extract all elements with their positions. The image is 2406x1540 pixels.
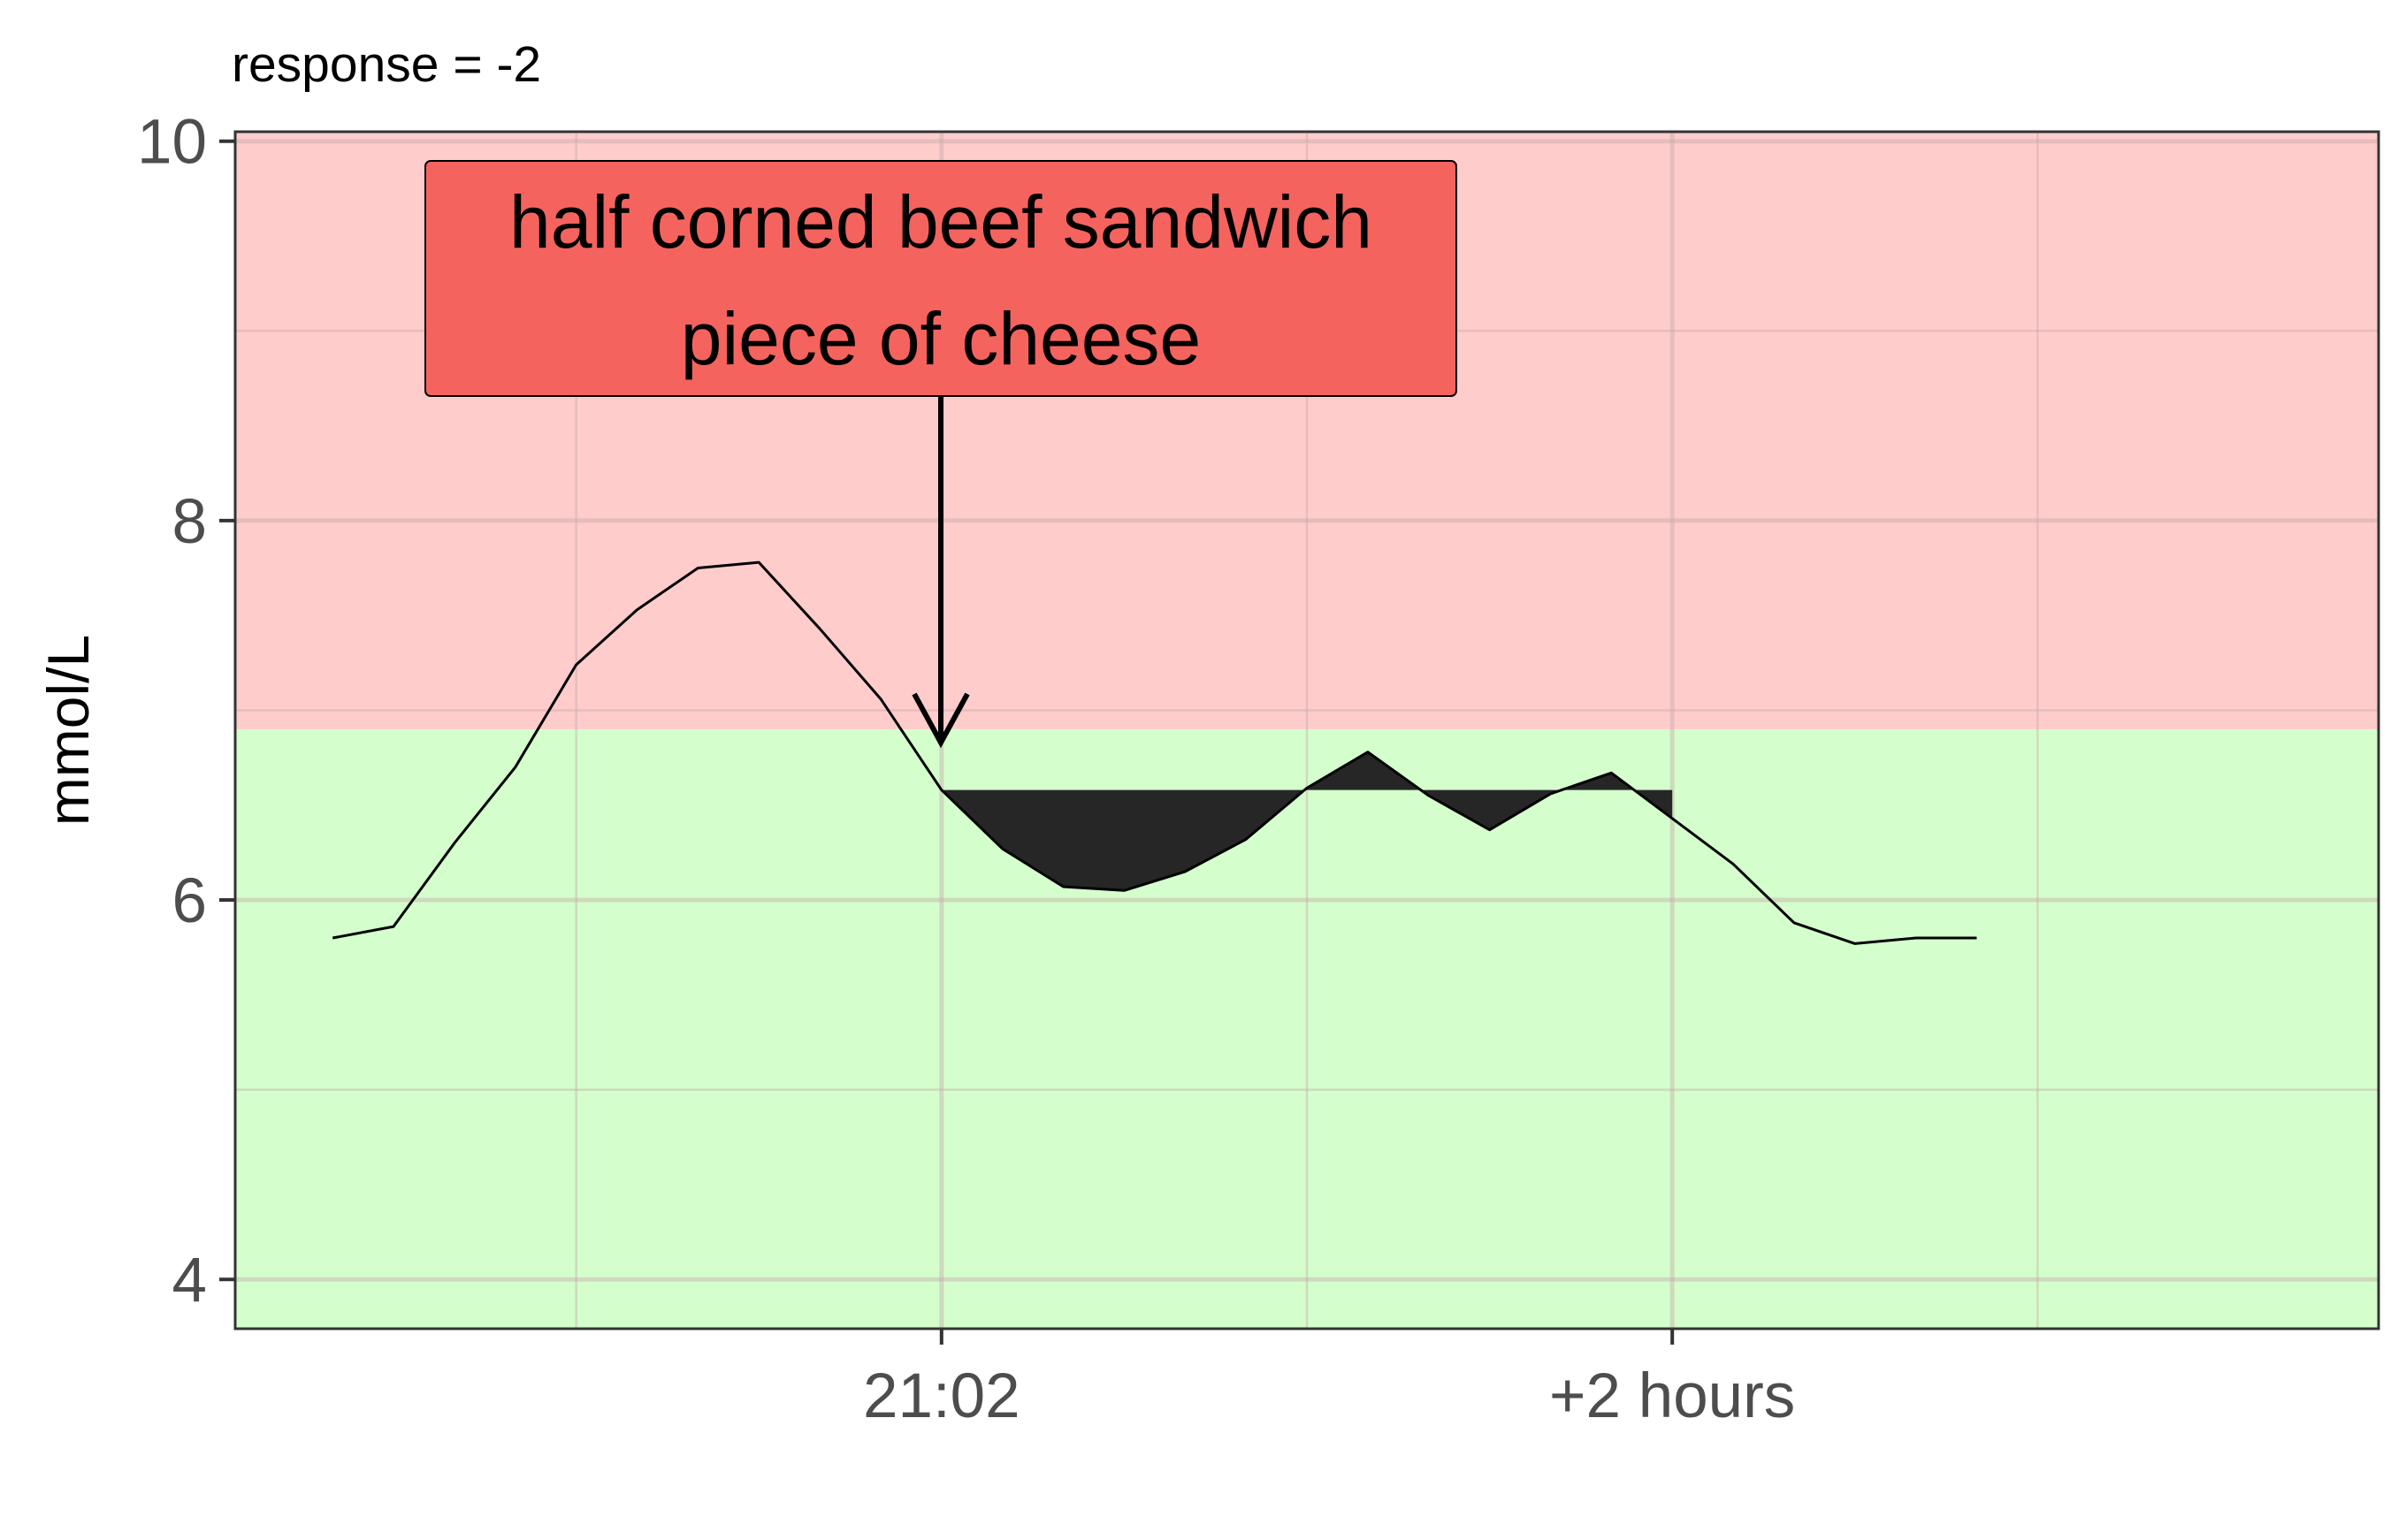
x-tick-label: 21:02 [863,1361,1020,1431]
x-tick-label: +2 hours [1549,1361,1795,1431]
y-tick-label: 8 [172,487,208,557]
response-area [941,751,1673,891]
meal-annotation: half corned beef sandwich piece of chees… [424,160,1457,749]
glucose-series [332,560,1977,945]
y-tick-label: 10 [137,108,207,178]
annotation-line-2: piece of cheese [681,297,1201,380]
annotation-line-1: half corned beef sandwich [509,180,1372,263]
axes: 4 6 8 10 21:02 +2 hours [137,108,1795,1431]
y-tick-label: 4 [172,1246,208,1315]
panel-border [233,130,2380,1330]
annotation-arrow-head [912,692,970,749]
y-tick-label: 6 [172,866,208,936]
chart-subtitle: response = -2 [232,36,541,93]
glucose-line [332,560,1977,945]
zone-normal [235,728,2379,1329]
response-area-fill [941,751,1673,891]
y-axis-label: mmol/L [35,635,101,826]
